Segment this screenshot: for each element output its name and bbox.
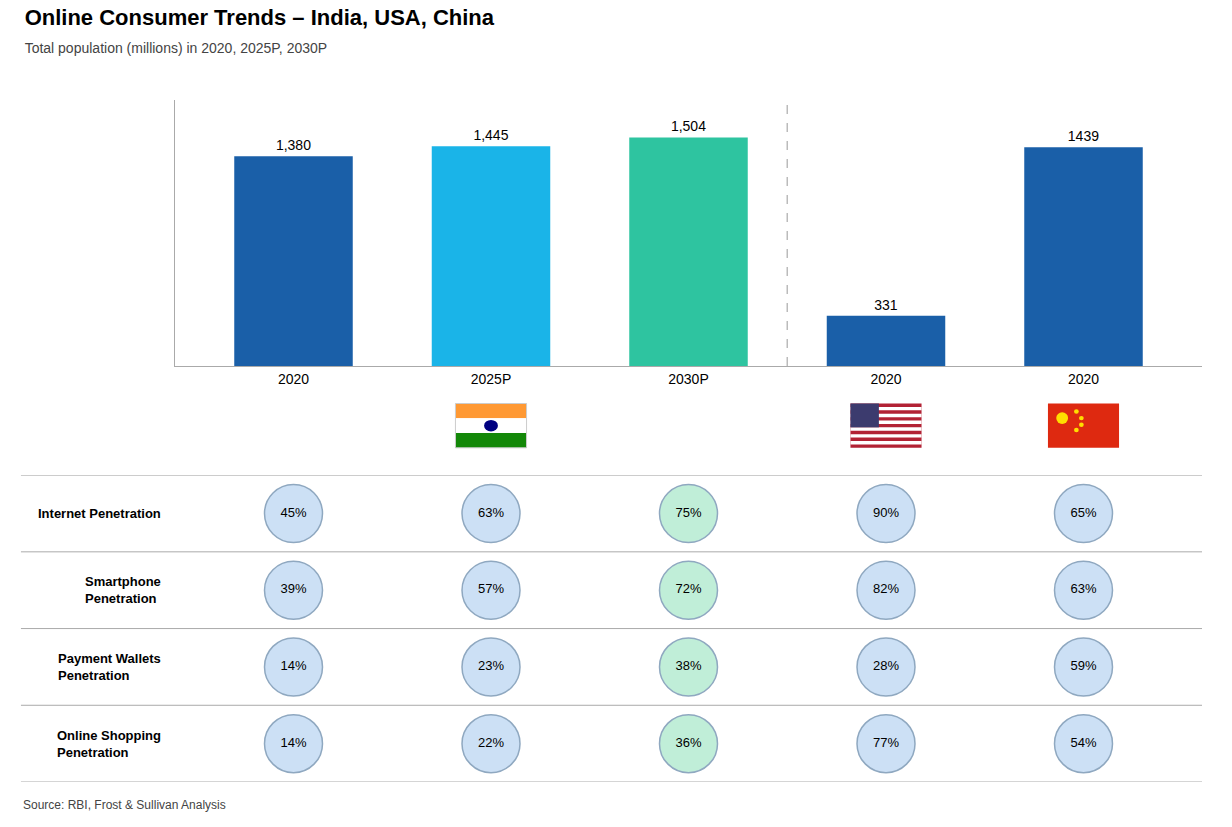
svg-text:28%: 28% xyxy=(873,658,899,673)
svg-text:Payment WalletsPenetration: Payment WalletsPenetration xyxy=(58,651,161,683)
svg-text:2020: 2020 xyxy=(1068,371,1099,387)
svg-text:331: 331 xyxy=(874,297,898,313)
svg-text:63%: 63% xyxy=(478,505,504,520)
svg-text:2025P: 2025P xyxy=(471,371,511,387)
svg-text:Internet Penetration: Internet Penetration xyxy=(38,506,161,521)
svg-text:63%: 63% xyxy=(1070,581,1096,596)
svg-text:82%: 82% xyxy=(873,581,899,596)
svg-text:36%: 36% xyxy=(675,735,701,750)
svg-text:65%: 65% xyxy=(1070,505,1096,520)
svg-text:77%: 77% xyxy=(873,735,899,750)
svg-text:1439: 1439 xyxy=(1068,128,1099,144)
svg-text:22%: 22% xyxy=(478,735,504,750)
svg-text:1,445: 1,445 xyxy=(473,127,508,143)
svg-text:2020: 2020 xyxy=(278,371,309,387)
svg-text:59%: 59% xyxy=(1070,658,1096,673)
svg-text:14%: 14% xyxy=(280,658,306,673)
svg-text:Online Consumer Trends – India: Online Consumer Trends – India, USA, Chi… xyxy=(25,5,495,57)
svg-text:SmartphonePenetration: SmartphonePenetration xyxy=(85,574,161,606)
svg-text:23%: 23% xyxy=(478,658,504,673)
svg-text:39%: 39% xyxy=(280,581,306,596)
svg-text:14%: 14% xyxy=(280,735,306,750)
svg-text:2030P: 2030P xyxy=(668,371,708,387)
svg-text:90%: 90% xyxy=(873,505,899,520)
svg-text:Online ShoppingPenetration: Online ShoppingPenetration xyxy=(57,728,161,760)
svg-text:1,504: 1,504 xyxy=(671,118,706,134)
svg-text:54%: 54% xyxy=(1070,735,1096,750)
svg-text:Source: RBI, Frost & Sullivan: Source: RBI, Frost & Sullivan Analysis xyxy=(23,798,226,812)
svg-text:38%: 38% xyxy=(675,658,701,673)
svg-text:57%: 57% xyxy=(478,581,504,596)
svg-text:1,380: 1,380 xyxy=(276,137,311,153)
svg-text:75%: 75% xyxy=(675,505,701,520)
svg-text:2020: 2020 xyxy=(870,371,901,387)
svg-text:72%: 72% xyxy=(675,581,701,596)
svg-text:45%: 45% xyxy=(280,505,306,520)
